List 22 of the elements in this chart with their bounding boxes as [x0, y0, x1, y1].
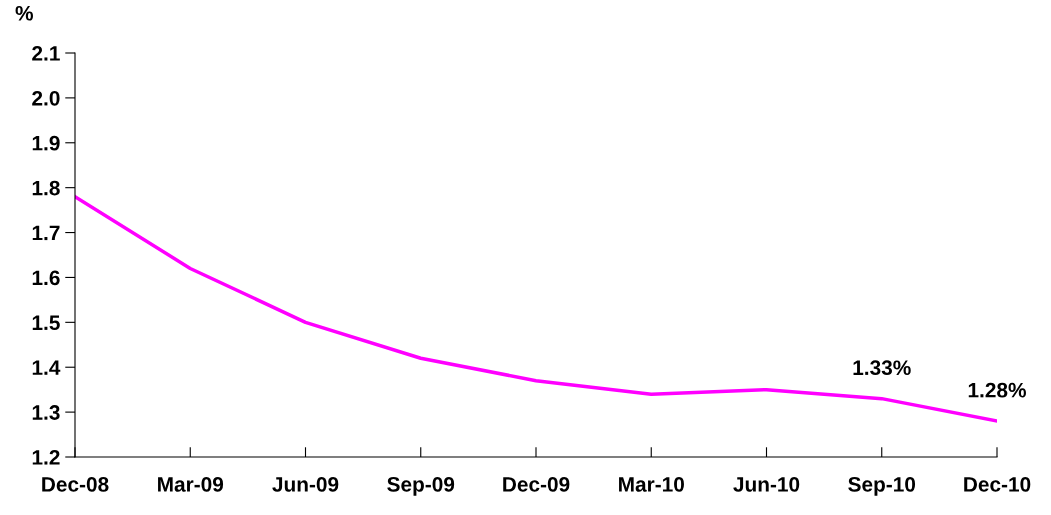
y-tick-label: 2.0 [32, 90, 60, 106]
y-tick-label: 1.3 [32, 405, 60, 420]
x-tick-label: Dec-08 [42, 476, 109, 492]
x-tick-label: Mar-09 [158, 476, 224, 492]
y-tick-label: 1.8 [32, 180, 60, 196]
x-tick-label: Jun-10 [733, 476, 800, 492]
x-tick-label: Dec-09 [503, 476, 570, 492]
y-axis-title: % [15, 5, 33, 21]
x-tick-label: Dec-10 [964, 476, 1031, 492]
y-tick-label: 1.6 [32, 270, 60, 286]
x-tick-label: Sep-10 [848, 476, 916, 496]
y-tick-label: 1.7 [32, 225, 60, 241]
x-tick-label: Mar-10 [619, 476, 684, 492]
y-tick-label: 1.2 [32, 450, 60, 465]
y-tick-label: 2.1 [32, 46, 60, 61]
y-tick-label: 1.9 [32, 135, 60, 151]
x-tick-label: Jun-09 [272, 476, 339, 492]
y-tick-label: 1.5 [32, 315, 60, 331]
data-label: 1.28% [968, 382, 1026, 398]
data-label: 1.33% [853, 360, 911, 376]
y-tick-label: 1.4 [32, 360, 61, 375]
x-tick-label: Sep-09 [387, 476, 455, 496]
